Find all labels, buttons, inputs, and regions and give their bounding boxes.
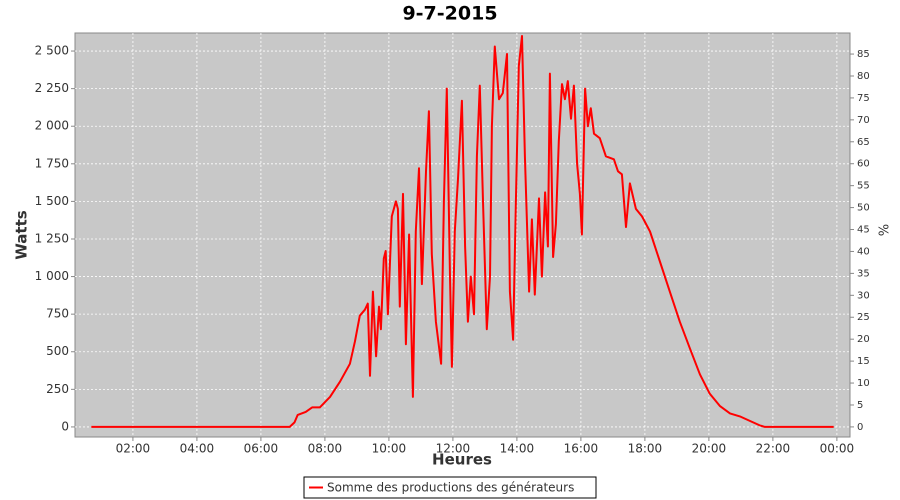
x-tick-label: 08:00 [308, 442, 343, 456]
x-tick-label: 04:00 [180, 442, 215, 456]
x-tick-label: 18:00 [628, 442, 663, 456]
plot-area [74, 32, 851, 438]
x-tick-label: 00:00 [820, 442, 855, 456]
y2-tick-label: 20 [857, 334, 870, 345]
y2-tick-label: 45 [857, 225, 870, 236]
y-tick-label: 1 000 [35, 269, 69, 283]
y2-tick-label: 70 [857, 115, 870, 126]
y-tick-label: 0 [61, 419, 69, 433]
y2-tick-label: 10 [857, 378, 870, 389]
data-line [91, 35, 834, 428]
chart-title: 9-7-2015 [402, 3, 497, 25]
y-tick-label: 750 [46, 307, 69, 321]
y2-tick-label: 55 [857, 181, 870, 192]
y-tick-label: 1 750 [35, 156, 69, 170]
y2-tick-label: 50 [857, 203, 870, 214]
y2-tick-label: 30 [857, 290, 870, 301]
x-axis-label: Heures [432, 451, 492, 469]
x-tick-label: 06:00 [244, 442, 279, 456]
x-tick-label: 12:00 [436, 442, 471, 456]
y2-axis-label: % [875, 224, 890, 236]
x-tick-label: 16:00 [564, 442, 599, 456]
y-tick-label: 500 [46, 344, 69, 358]
legend-label: Somme des productions des générateurs [327, 481, 574, 495]
y2-tick-label: 65 [857, 137, 870, 148]
y-tick-label: 2 000 [35, 119, 69, 133]
y2-tick-label: 5 [857, 400, 863, 411]
y-tick-label: 2 250 [35, 81, 69, 95]
x-tick-label: 14:00 [500, 442, 535, 456]
y2-tick-label: 60 [857, 159, 870, 170]
y-tick-label: 1 500 [35, 194, 69, 208]
y2-tick-label: 75 [857, 93, 870, 104]
y-tick-label: 250 [46, 382, 69, 396]
y-tick-label: 1 250 [35, 231, 69, 245]
x-tick-label: 22:00 [756, 442, 791, 456]
y2-tick-label: 0 [857, 422, 863, 433]
legend-box [303, 476, 597, 499]
y2-tick-label: 85 [857, 49, 870, 60]
x-tick-label: 10:00 [372, 442, 407, 456]
y2-tick-label: 25 [857, 312, 870, 323]
x-tick-label: 20:00 [692, 442, 727, 456]
y-tick-label: 2 500 [35, 44, 69, 58]
y2-tick-label: 35 [857, 268, 870, 279]
x-tick-label: 02:00 [116, 442, 151, 456]
y2-tick-label: 40 [857, 246, 870, 257]
y-axis-label: Watts [13, 210, 31, 259]
y2-tick-label: 15 [857, 356, 870, 367]
y2-tick-label: 80 [857, 71, 870, 82]
